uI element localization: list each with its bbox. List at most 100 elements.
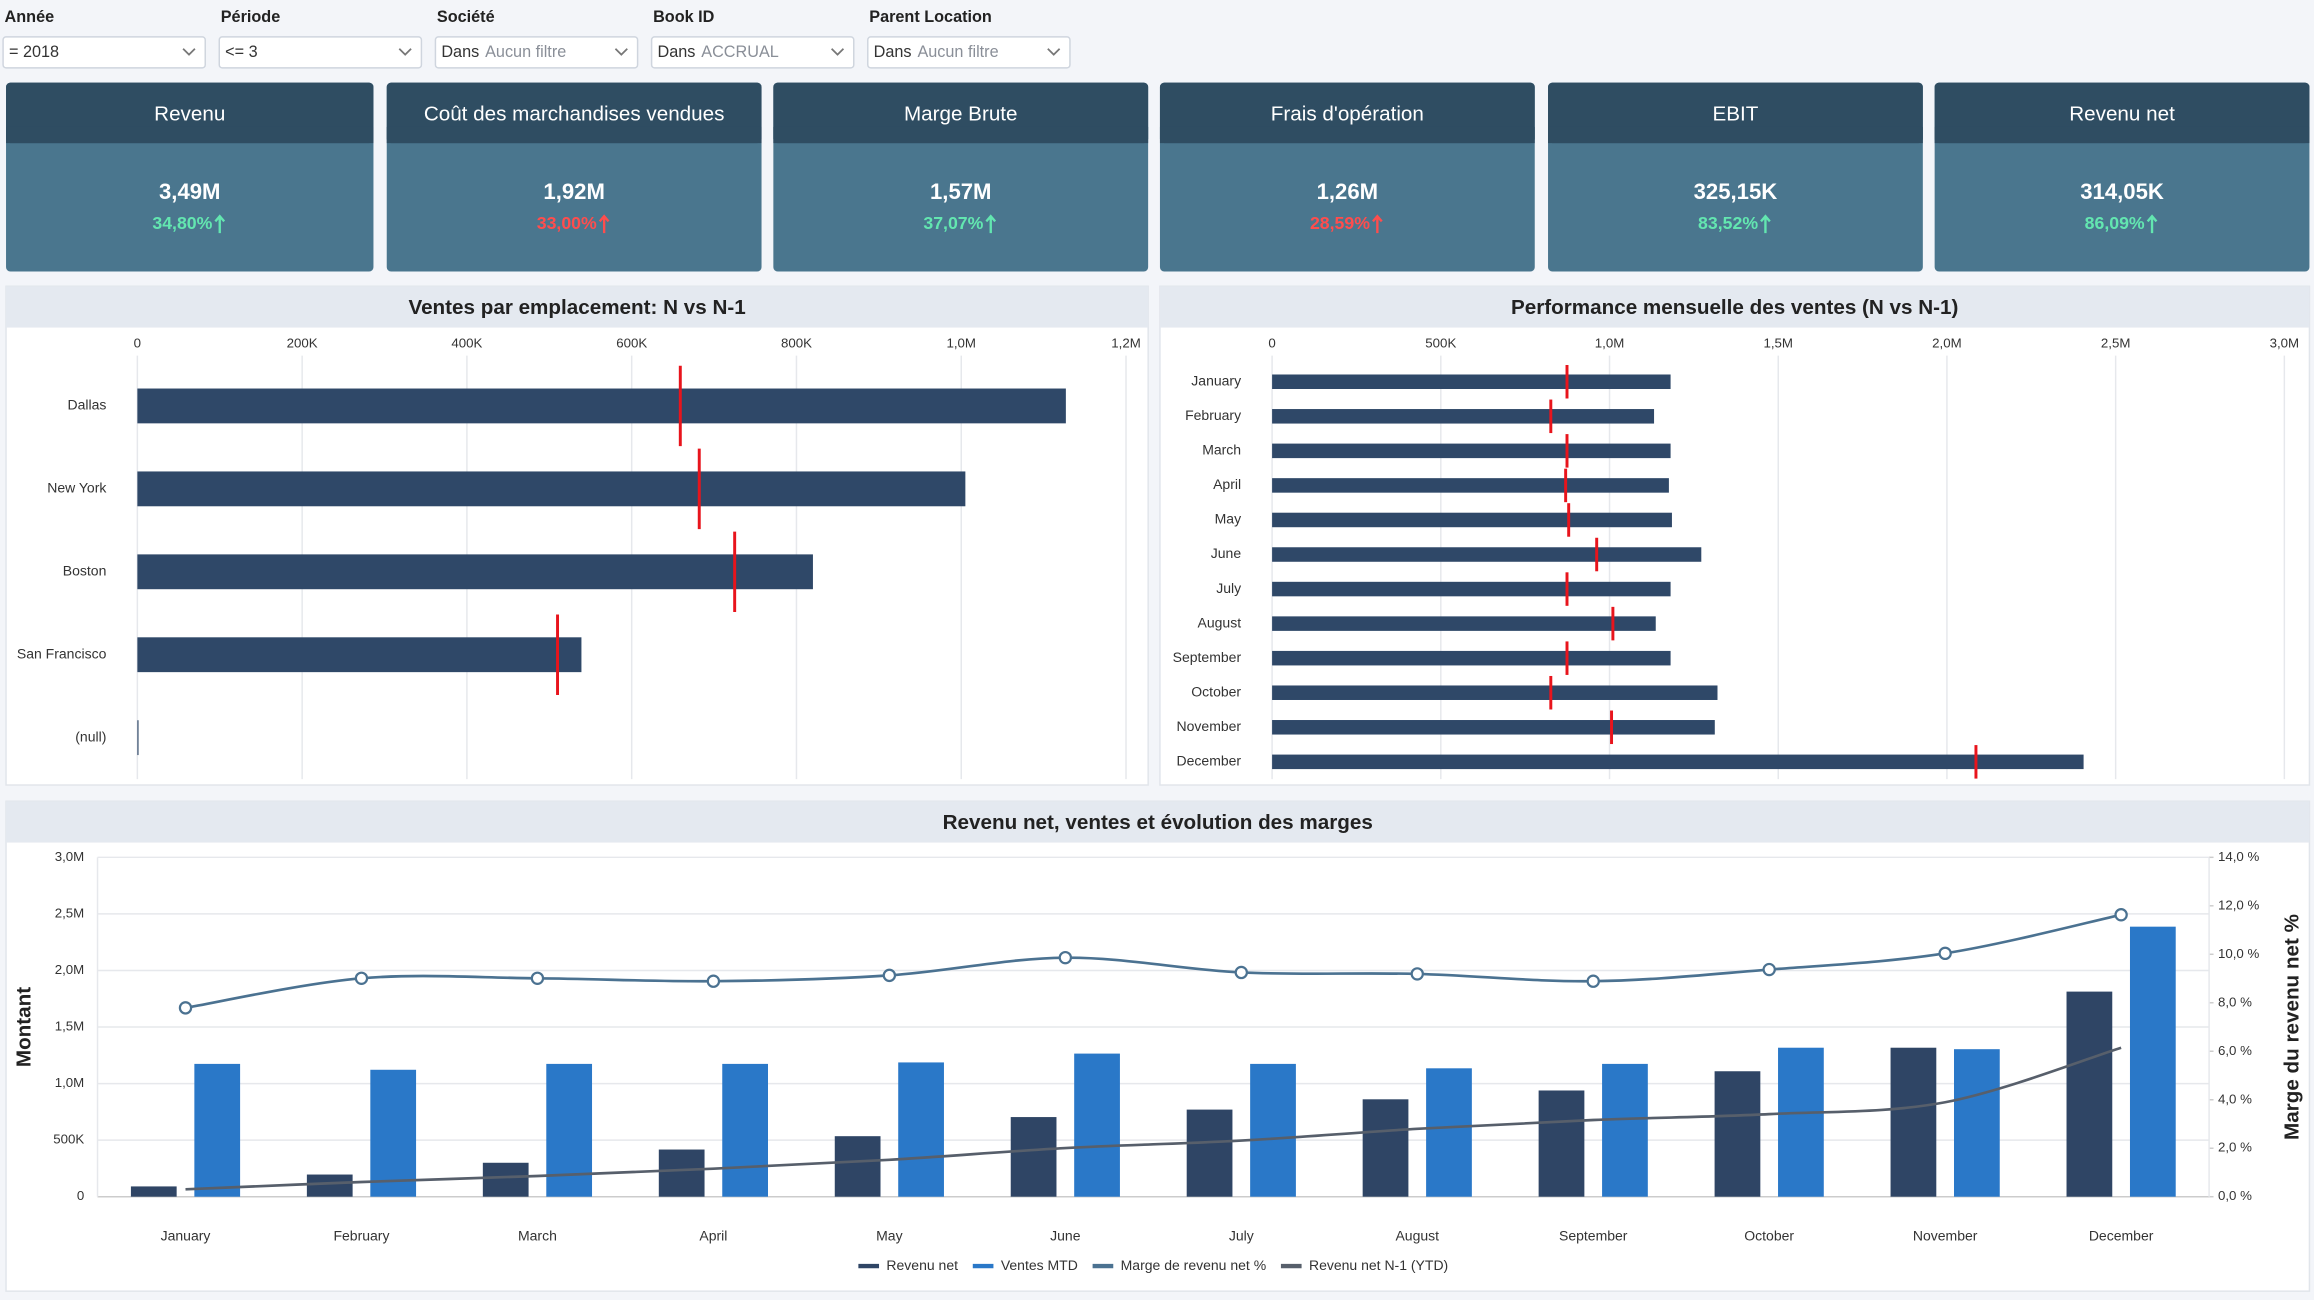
legend-label: Marge de revenu net %: [1121, 1257, 1267, 1273]
x-tick-label: June: [1050, 1227, 1081, 1243]
x-tick-label: 0: [1268, 335, 1275, 350]
filter-value: Dans Aucun filtre: [441, 43, 566, 61]
kpi-title: Marge Brute: [904, 103, 1018, 126]
kpi-title: Coût des marchandises vendues: [424, 103, 725, 126]
chart-panel: [5, 800, 2311, 1292]
filter-dropdown[interactable]: [867, 36, 1071, 69]
x-tick-label: September: [1559, 1227, 1628, 1243]
trend-arrow: [214, 214, 226, 234]
chart-header: [1159, 286, 2310, 328]
x-tick-label: 2,0M: [1932, 335, 1962, 350]
bar: [1714, 1071, 1761, 1197]
filter-label: Book ID: [653, 8, 715, 26]
filter-dropdown[interactable]: [218, 36, 423, 69]
kpi-title: Revenu net: [2069, 103, 2175, 126]
x-tick-label: 600K: [616, 335, 647, 350]
kpi-value: 314,05K: [2080, 179, 2164, 204]
bar: [1538, 1090, 1585, 1197]
x-tick-label: 1,0M: [946, 335, 976, 350]
line-point: [706, 974, 721, 988]
bar: [306, 1174, 353, 1197]
kpi-value: 1,26M: [1317, 179, 1379, 204]
kpi-change: 86,09%: [2085, 213, 2145, 233]
bar: [137, 554, 813, 590]
y-tick-label: 3,0M: [55, 849, 84, 864]
x-tick-label: 1,5M: [1763, 335, 1793, 350]
bar: [1272, 685, 1718, 700]
filter-dropdown[interactable]: [434, 36, 639, 69]
chevron: [614, 48, 628, 56]
x-tick-label: 2,5M: [2101, 335, 2131, 350]
y2-tick-label: 2,0 %: [2218, 1140, 2252, 1155]
filter-dropdown[interactable]: [2, 36, 206, 69]
line-point: [2114, 908, 2128, 922]
line-point: [1234, 965, 1249, 980]
line-point: [530, 971, 545, 986]
category-label: August: [1198, 614, 1242, 630]
x-tick-label: 200K: [287, 335, 318, 350]
category-label: June: [1211, 545, 1242, 561]
category-label: February: [1185, 407, 1241, 423]
legend: Revenu net Ventes MTD Marge de revenu net …: [858, 1257, 1448, 1273]
kpi-value: 325,15K: [1694, 179, 1778, 204]
trend-arrow: [598, 214, 610, 234]
kpi-title: Frais d'opération: [1271, 103, 1424, 126]
kpi-header-bottom: [773, 126, 1149, 144]
filter-label: Parent Location: [869, 8, 992, 26]
chart-panel: [1159, 285, 2311, 786]
bar: [1954, 1049, 2000, 1197]
filter-label: Année: [5, 8, 55, 26]
bar: [370, 1069, 417, 1197]
y-tick-label: 1,5M: [55, 1019, 84, 1034]
y-tick-label: 1,0M: [55, 1075, 84, 1090]
bar: [1602, 1063, 1648, 1197]
kpi-header-bottom: [1159, 126, 1535, 144]
bar: [1074, 1053, 1120, 1197]
bar: [546, 1063, 593, 1197]
x-tick-label: July: [1229, 1227, 1254, 1243]
kpi-change: 33,00%: [537, 213, 597, 233]
trend-arrow: [985, 214, 997, 234]
x-tick-label: May: [876, 1227, 902, 1243]
bar: [1272, 512, 1672, 528]
legend-label: Ventes MTD: [1001, 1257, 1078, 1273]
bar: [1272, 374, 1671, 390]
filter-value: Dans ACCRUAL: [658, 43, 779, 61]
line-point: [1586, 974, 1600, 988]
y2-tick-label: 4,0 %: [2218, 1091, 2252, 1106]
bar: [1272, 478, 1669, 493]
trend-arrow: [2146, 214, 2158, 234]
category-label: April: [1213, 476, 1241, 492]
kpi-header-bottom: [1934, 126, 2310, 144]
y-axis-title: Montant: [13, 987, 36, 1067]
x-tick-label: 1,2M: [1111, 335, 1141, 350]
bar: [1272, 409, 1655, 424]
bar: [1426, 1068, 1472, 1197]
bar: [137, 471, 966, 507]
kpi-title: Revenu: [154, 103, 225, 126]
filter-value-text: <= 3: [225, 43, 257, 61]
line-point: [1762, 962, 1776, 977]
kpi-value: 1,92M: [543, 179, 605, 204]
y2-tick-label: 10,0 %: [2218, 946, 2260, 961]
y-tick-label: 0: [77, 1188, 84, 1203]
chevron: [182, 48, 196, 56]
y-tick-label: 2,0M: [55, 962, 84, 977]
filter-dropdown[interactable]: [650, 36, 855, 69]
x-tick-label: February: [333, 1227, 389, 1243]
bar: [1272, 581, 1671, 597]
filter-operator: Dans: [441, 43, 479, 61]
bar: [130, 1186, 177, 1197]
kpi-header-bottom: [386, 126, 762, 144]
bar: [898, 1062, 944, 1197]
bar: [137, 720, 139, 756]
line: [185, 1046, 2122, 1191]
bar: [834, 1136, 881, 1197]
category-label: December: [1177, 753, 1242, 769]
chart-header: [6, 286, 1149, 328]
chart-header: [6, 801, 2310, 843]
y2-axis-title: Marge du revenu net %: [2281, 914, 2304, 1140]
kpi-header-bottom: [6, 126, 374, 144]
kpi-value: 1,57M: [930, 179, 992, 204]
filter-value: Dans Aucun filtre: [874, 43, 999, 61]
